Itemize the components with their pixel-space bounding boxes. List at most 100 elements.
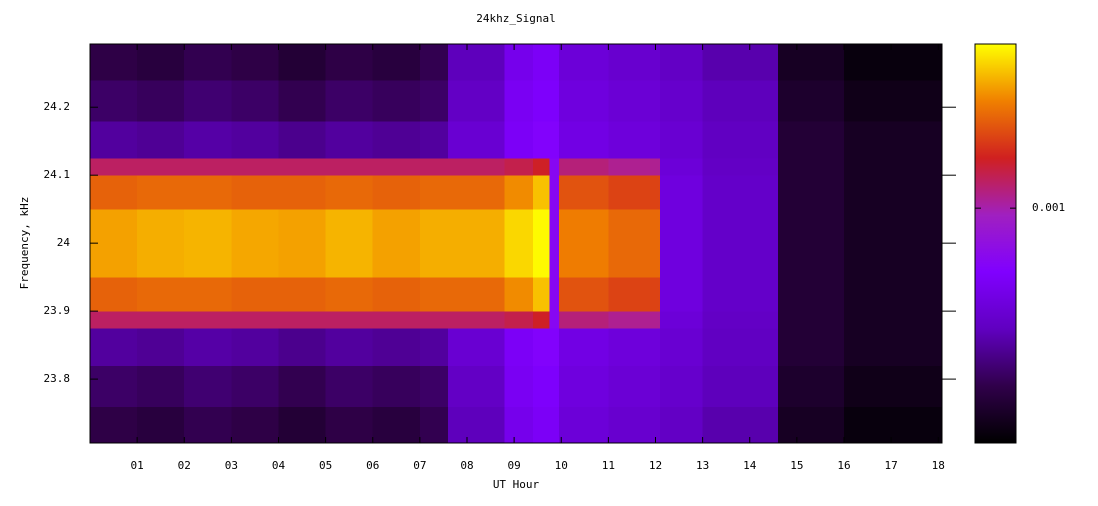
heatmap-cell [558,44,609,81]
heatmap-cell [231,365,279,407]
heatmap-cell [660,277,704,312]
heatmap-cell [532,175,550,210]
heatmap-cell [558,209,609,278]
heatmap-cell [231,80,279,122]
x-tick-label: 14 [743,459,757,472]
heatmap-cell [558,120,609,159]
heatmap-cell [778,209,845,278]
heatmap-cell [325,120,374,159]
colorbar [974,43,1017,444]
heatmap-cell [608,328,661,367]
heatmap-cell [278,175,327,210]
heatmap-cell [448,406,506,444]
heatmap-cell [90,365,138,407]
heatmap-cell [778,120,845,159]
heatmap-cell [504,406,534,444]
heatmap-cell [660,209,704,278]
heatmap-cell [504,209,534,278]
heatmap-cell [549,328,560,367]
heatmap-cell [448,158,506,176]
heatmap-cell [608,277,661,312]
heatmap-cell [843,328,943,367]
heatmap-cell [325,80,374,122]
heatmap-cell [278,44,327,81]
heatmap-cell [532,328,550,367]
heatmap-cell [419,120,449,159]
x-tick-label: 03 [225,459,238,472]
heatmap-cell [660,80,704,122]
heatmap-cell [184,158,232,176]
heatmap-cell [608,365,661,407]
heatmap-cell [778,311,845,329]
heatmap-cell [419,277,449,312]
heatmap-cell [448,175,506,210]
heatmap-cell [419,175,449,210]
heatmap-cell [137,328,185,367]
heatmap-cell [372,120,421,159]
heatmap-cell [419,365,449,407]
heatmap-cell [278,80,327,122]
heatmap-cell [372,44,421,81]
heatmap-cell [549,277,560,312]
heatmap-cell [532,277,550,312]
heatmap-cell [843,158,943,176]
heatmap-cell [419,311,449,329]
heatmap-cell [184,277,232,312]
heatmap-cell [660,175,704,210]
heatmap-cell [549,120,560,159]
heatmap-cell [184,120,232,159]
heatmap-cell [549,406,560,444]
heatmap-cell [532,80,550,122]
heatmap-cell [702,44,779,81]
heatmap-cell [843,277,943,312]
heatmap-cell [231,120,279,159]
y-tick-label: 24 [57,236,71,249]
heatmap-cell [843,406,943,444]
heatmap-cell [325,175,374,210]
heatmap-cell [549,44,560,81]
heatmap-cell [372,365,421,407]
heatmap-cell [90,311,138,329]
heatmap-cell [558,328,609,367]
heatmap-cell [660,365,704,407]
heatmap-cell [532,120,550,159]
heatmap-cell [278,277,327,312]
heatmap-cell [278,120,327,159]
heatmap-cell [278,311,327,329]
heatmap-cell [843,365,943,407]
heatmap-cell [558,311,609,329]
heatmap-cell [419,328,449,367]
heatmap-cell [504,365,534,407]
heatmap-cell [660,328,704,367]
heatmap-cell [90,406,138,444]
heatmap-cell [843,209,943,278]
heatmap-cell [549,209,560,278]
heatmap-cell [184,311,232,329]
heatmap-cell [608,120,661,159]
heatmap-cell [549,311,560,329]
x-tick-label: 10 [555,459,568,472]
chart-title: 24khz_Signal [476,12,555,25]
heatmap-cell [558,80,609,122]
x-tick-label: 12 [649,459,662,472]
heatmap-cell [137,80,185,122]
y-tick-label: 24.1 [44,168,71,181]
x-tick-label: 01 [130,459,143,472]
heatmap-cell [448,80,506,122]
heatmap-cell [702,209,779,278]
heatmap-cell [608,311,661,329]
heatmap-cell [184,328,232,367]
heatmap-cell [372,311,421,329]
y-tick-label: 23.8 [44,372,71,385]
heatmap-cell [278,406,327,444]
heatmap-cell [549,365,560,407]
heatmap-cell [90,277,138,312]
heatmap-cell [419,80,449,122]
heatmap-cell [504,277,534,312]
heatmap-cell [419,158,449,176]
heatmap-cell [532,44,550,81]
heatmap-cell [532,209,550,278]
heatmap-cell [702,406,779,444]
heatmap-cell [532,406,550,444]
